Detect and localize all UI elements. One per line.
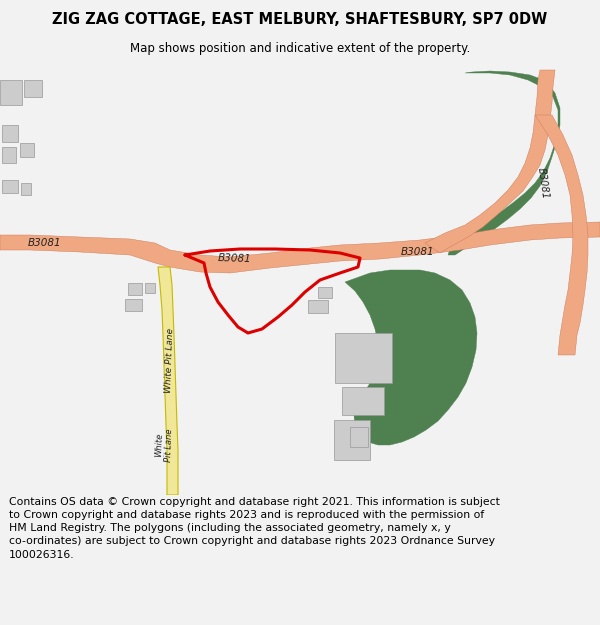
Polygon shape <box>145 283 155 293</box>
Text: White Pit Lane: White Pit Lane <box>164 328 176 392</box>
Polygon shape <box>20 143 34 157</box>
Polygon shape <box>535 115 588 355</box>
Text: ZIG ZAG COTTAGE, EAST MELBURY, SHAFTESBURY, SP7 0DW: ZIG ZAG COTTAGE, EAST MELBURY, SHAFTESBU… <box>52 12 548 27</box>
Polygon shape <box>0 80 22 105</box>
Polygon shape <box>24 80 42 97</box>
Polygon shape <box>125 299 142 311</box>
Polygon shape <box>335 333 392 383</box>
Polygon shape <box>318 287 332 298</box>
Polygon shape <box>21 183 31 195</box>
Polygon shape <box>448 71 560 255</box>
Polygon shape <box>2 180 18 193</box>
Text: B3081: B3081 <box>536 167 550 199</box>
Text: B3081: B3081 <box>28 238 62 248</box>
Polygon shape <box>0 222 600 273</box>
Polygon shape <box>425 70 555 253</box>
Polygon shape <box>128 283 142 295</box>
Polygon shape <box>2 125 18 142</box>
Text: White
Pit Lane: White Pit Lane <box>154 428 174 462</box>
Polygon shape <box>158 267 178 495</box>
Text: Map shows position and indicative extent of the property.: Map shows position and indicative extent… <box>130 42 470 55</box>
Text: Contains OS data © Crown copyright and database right 2021. This information is : Contains OS data © Crown copyright and d… <box>9 497 500 559</box>
Polygon shape <box>2 147 16 163</box>
Polygon shape <box>342 387 384 415</box>
Polygon shape <box>345 270 477 445</box>
Polygon shape <box>334 420 370 460</box>
Polygon shape <box>308 300 328 313</box>
Text: B3081: B3081 <box>218 253 252 264</box>
Text: B3081: B3081 <box>401 247 435 257</box>
Polygon shape <box>350 427 368 447</box>
